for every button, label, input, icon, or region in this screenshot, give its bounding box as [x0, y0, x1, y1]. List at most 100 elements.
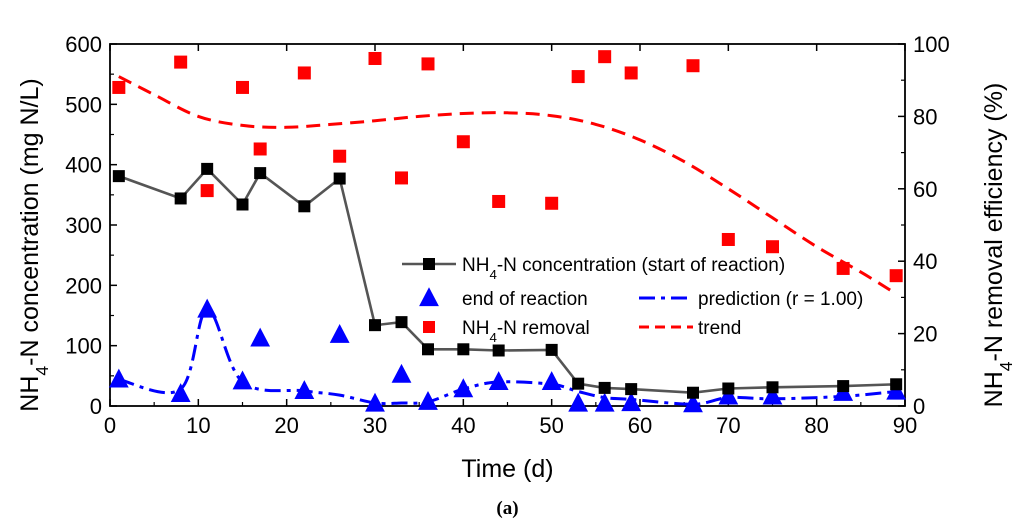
removal-point — [253, 142, 267, 156]
x-axis-title: Time (d) — [461, 455, 553, 483]
end-of-reaction-point — [762, 385, 783, 405]
x-tick-label: 30 — [363, 413, 387, 438]
legend-label: trend — [698, 318, 741, 339]
start-concentration-point — [422, 343, 434, 356]
x-tick-label: 10 — [186, 413, 210, 438]
y-right-tick-label: 100 — [913, 32, 950, 57]
removal-point — [686, 59, 700, 73]
end-of-reaction-point — [718, 385, 739, 405]
start-concentration-point — [298, 200, 311, 213]
y-right-tick-label: 80 — [913, 104, 937, 129]
y-right-tick-label: 60 — [913, 177, 937, 202]
y-left-tick-label: 200 — [65, 273, 102, 298]
x-tick-label: 0 — [104, 413, 116, 438]
x-tick-label: 40 — [451, 413, 475, 438]
legend-marker-end — [419, 287, 439, 307]
removal-point — [421, 57, 435, 71]
legend-marker-removal — [423, 321, 435, 333]
end-of-reaction-point — [365, 392, 385, 412]
removal-point — [297, 66, 311, 80]
start-concentration-point — [174, 192, 187, 205]
y-left-tick-label: 0 — [90, 394, 102, 419]
start-concentration-point — [766, 381, 779, 394]
x-tick-label: 90 — [893, 413, 917, 438]
end-of-reaction-point — [250, 327, 271, 347]
removal-point — [368, 51, 382, 65]
removal-point — [200, 184, 214, 198]
x-tick-label: 20 — [274, 413, 298, 438]
start-concentration-line — [118, 167, 897, 395]
y-left-tick-label: 500 — [65, 92, 102, 117]
end-of-reaction-point — [108, 368, 129, 388]
start-concentration-point — [572, 377, 585, 390]
removal-point — [174, 55, 188, 69]
y-right-tick-label: 40 — [913, 249, 937, 274]
legend: NH4-N concentration (start of reaction) e… — [402, 255, 863, 345]
start-concentration-point — [254, 167, 267, 180]
start-concentration-point — [598, 381, 611, 394]
legend-label: prediction (r = 1.00) — [698, 289, 863, 310]
end-of-reaction-point — [232, 370, 253, 390]
start-concentration-point — [492, 344, 505, 357]
start-concentration-point — [457, 343, 470, 356]
removal-point — [889, 269, 903, 283]
end-of-reaction-point — [621, 392, 642, 412]
start-concentration-point — [333, 172, 346, 185]
start-concentration-point — [890, 378, 903, 391]
y-left-tick-label: 300 — [65, 213, 102, 238]
y-left-tick-label: 600 — [65, 32, 102, 57]
removal-point — [333, 149, 347, 163]
legend-label: NH4-N concentration (start of reaction) — [462, 255, 785, 282]
trend-line — [118, 75, 897, 296]
removal-point — [721, 232, 735, 246]
start-concentration-point — [625, 383, 638, 396]
start-concentration-point — [545, 343, 558, 356]
end-of-reaction-point — [197, 298, 218, 318]
end-of-reaction-point — [683, 393, 703, 413]
end-of-reaction-point — [594, 392, 615, 412]
end-of-reaction-point — [170, 383, 191, 403]
end-of-reaction-point — [568, 392, 589, 412]
removal-point — [624, 66, 638, 80]
end-of-reaction-point — [294, 380, 315, 400]
legend-marker-start — [423, 258, 435, 270]
removal-point — [766, 240, 779, 254]
y-right-tick-label: 0 — [913, 394, 925, 419]
start-concentration-point — [395, 316, 408, 329]
y-left-axis-title: NH4-N concentration (mg N/L) — [16, 78, 52, 411]
y-right-axis-title: NH4-N removal efficiency (%) — [980, 83, 1014, 408]
removal-point — [598, 50, 612, 64]
end-of-reaction-point — [391, 363, 412, 383]
end-of-reaction-point — [488, 371, 509, 390]
figure-caption: (a) — [496, 498, 518, 519]
y-left-tick-label: 100 — [65, 334, 102, 359]
legend-label: NH4-N removal — [462, 318, 590, 345]
removal-point — [236, 80, 249, 94]
start-concentration-point — [837, 380, 850, 393]
removal-point — [395, 171, 408, 185]
end-of-reaction-point — [541, 371, 562, 390]
x-tick-label: 60 — [628, 413, 652, 438]
start-concentration-point — [369, 319, 381, 332]
end-of-reaction-point — [453, 378, 474, 398]
start-concentration-point — [236, 198, 249, 211]
removal-point — [836, 261, 850, 275]
start-concentration-point — [112, 170, 125, 183]
start-concentration-point — [687, 386, 699, 399]
start-concentration-point — [722, 382, 735, 395]
x-tick-label: 80 — [804, 413, 828, 438]
x-tick-label: 50 — [539, 413, 563, 438]
end-of-reaction-point — [329, 324, 350, 343]
start-concentration-point — [201, 162, 214, 175]
removal-point — [545, 196, 559, 210]
removal-point — [112, 80, 126, 94]
removal-point — [571, 70, 585, 84]
y-left-tick-label: 400 — [65, 153, 102, 178]
x-tick-label: 70 — [716, 413, 740, 438]
end-of-reaction-point — [418, 390, 438, 410]
removal-point — [492, 194, 506, 208]
y-right-tick-label: 20 — [913, 322, 937, 347]
removal-point — [456, 135, 470, 149]
